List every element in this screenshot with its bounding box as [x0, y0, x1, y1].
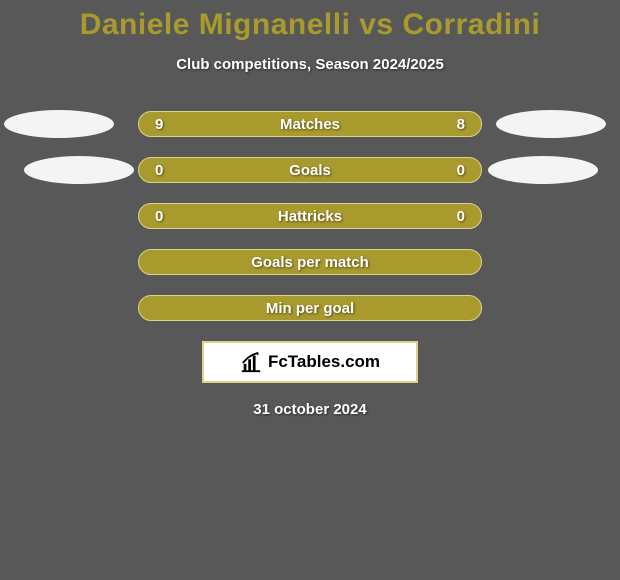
left-value: 0 — [155, 208, 163, 225]
date-label: 31 october 2024 — [0, 401, 620, 418]
bar-chart-icon — [240, 351, 262, 373]
page-title: Daniele Mignanelli vs Corradini — [0, 0, 620, 42]
stat-bar: Min per goal — [138, 295, 482, 321]
stat-row: 0Goals0 — [0, 157, 620, 183]
stat-bar: 9Matches8 — [138, 111, 482, 137]
left-value: 9 — [155, 116, 163, 133]
stat-rows: 9Matches80Goals00Hattricks0Goals per mat… — [0, 111, 620, 321]
stat-bar: Goals per match — [138, 249, 482, 275]
stat-label: Goals — [139, 162, 481, 179]
left-ellipse — [4, 110, 114, 138]
stat-label: Min per goal — [139, 300, 481, 317]
stat-bar: 0Goals0 — [138, 157, 482, 183]
comparison-infographic: Daniele Mignanelli vs Corradini Club com… — [0, 0, 620, 580]
left-value: 0 — [155, 162, 163, 179]
stat-label: Matches — [139, 116, 481, 133]
stat-row: Min per goal — [0, 295, 620, 321]
stat-bar: 0Hattricks0 — [138, 203, 482, 229]
stat-row: 9Matches8 — [0, 111, 620, 137]
logo-text: FcTables.com — [268, 352, 380, 372]
stat-row: Goals per match — [0, 249, 620, 275]
right-value: 0 — [457, 162, 465, 179]
right-ellipse — [496, 110, 606, 138]
stat-label: Goals per match — [139, 254, 481, 271]
stat-row: 0Hattricks0 — [0, 203, 620, 229]
right-ellipse — [488, 156, 598, 184]
stat-label: Hattricks — [139, 208, 481, 225]
subtitle: Club competitions, Season 2024/2025 — [0, 56, 620, 73]
logo-box: FcTables.com — [202, 341, 418, 383]
right-value: 0 — [457, 208, 465, 225]
left-ellipse — [24, 156, 134, 184]
right-value: 8 — [457, 116, 465, 133]
